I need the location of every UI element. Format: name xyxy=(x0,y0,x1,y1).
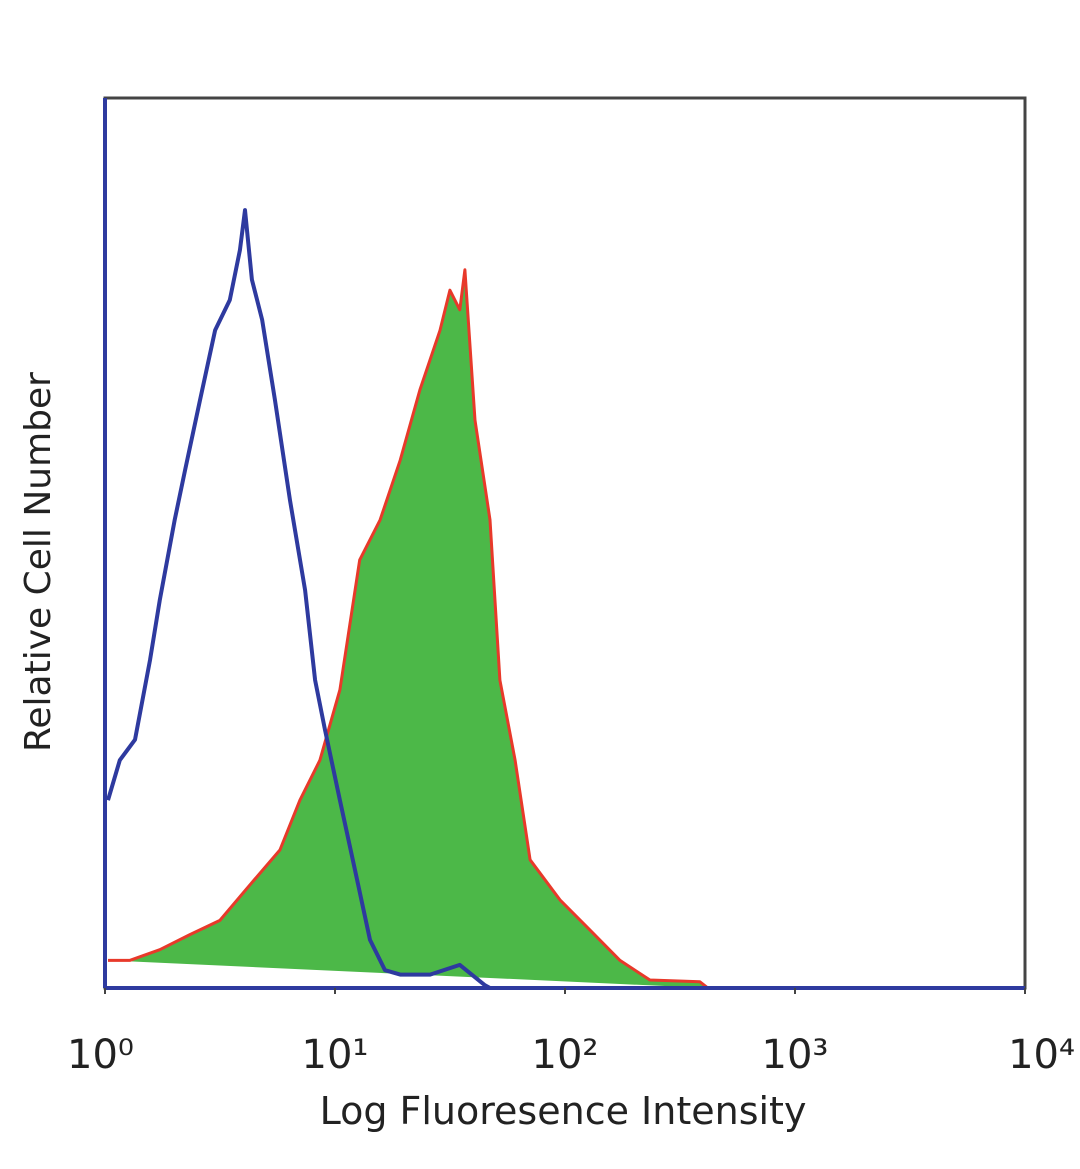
x-tick-label: 10² xyxy=(532,1032,599,1078)
x-tick-label: 10¹ xyxy=(302,1032,369,1078)
histogram-area xyxy=(108,268,709,990)
x-tick-label: 10⁴ xyxy=(1008,1032,1075,1078)
x-axis-title: Log Fluoresence Intensity xyxy=(320,1089,807,1133)
histogram-line xyxy=(106,208,491,990)
x-tick-label: 10⁰ xyxy=(67,1032,134,1078)
y-axis-title: Relative Cell Number xyxy=(18,372,59,752)
x-tick-label: 10³ xyxy=(762,1032,829,1078)
